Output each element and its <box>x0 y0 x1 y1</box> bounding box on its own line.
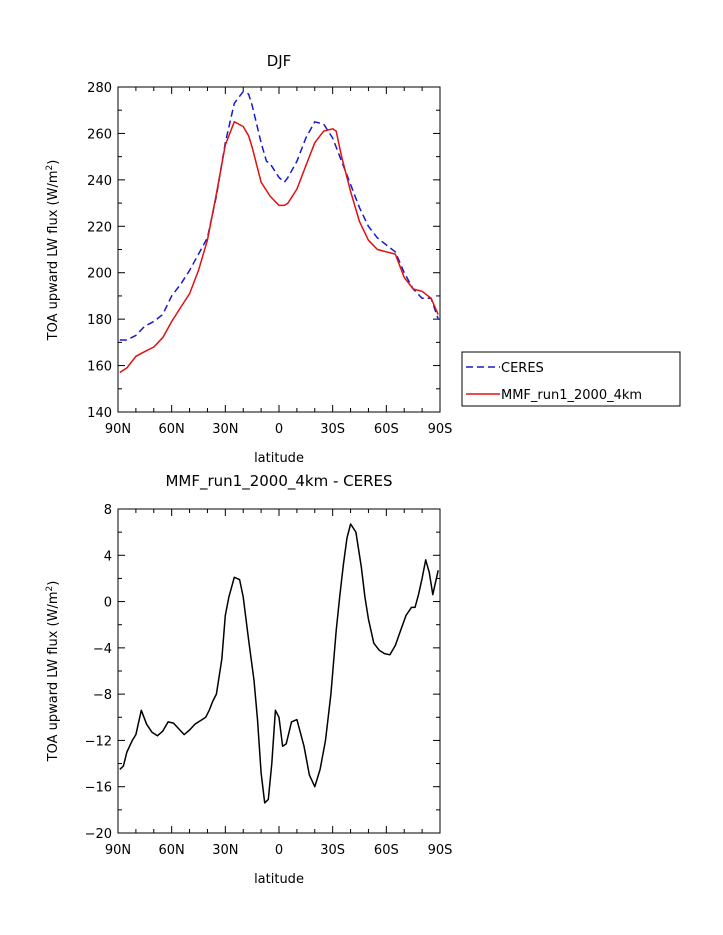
y-tick-label: 160 <box>87 360 112 375</box>
x-tick-label: 90N <box>105 422 131 437</box>
legend-box <box>461 351 681 407</box>
x-tick-label: 60S <box>374 843 399 858</box>
x-axis-label-bottom: latitude <box>254 872 304 887</box>
x-tick-label: 60S <box>374 422 399 437</box>
x-tick-labels-bottom: 90N 60N 30N 0 30S 60S 90S <box>105 843 453 858</box>
y-axis-label-top: TOA upward LW flux (W/m2) <box>45 160 61 342</box>
x-tick-label: 90S <box>428 422 453 437</box>
axis-ticks-bottom <box>117 508 441 834</box>
axis-ticks-top <box>117 86 441 413</box>
x-tick-label: 0 <box>275 422 283 437</box>
y-tick-label: 8 <box>104 503 112 518</box>
series-line-mmf-run1-2000-4km <box>119 121 439 374</box>
x-axis-label-top: latitude <box>254 451 304 466</box>
y-tick-label: 280 <box>87 81 112 96</box>
y-tick-label: 0 <box>104 596 112 611</box>
y-tick-label: −8 <box>93 688 112 703</box>
y-tick-label: −4 <box>93 642 112 657</box>
legend-label-ceres: CERES <box>501 361 544 376</box>
x-tick-label: 30S <box>320 843 345 858</box>
x-tick-labels-top: 90N 60N 30N 0 30S 60S 90S <box>105 422 453 437</box>
y-tick-label: 4 <box>104 549 112 564</box>
plot-frame-bottom <box>117 508 441 834</box>
y-tick-label: −20 <box>85 827 112 842</box>
x-tick-label: 90S <box>428 843 453 858</box>
x-tick-label: 90N <box>105 843 131 858</box>
y-tick-labels-top: 140 160 180 200 220 240 260 280 <box>87 81 112 421</box>
series-group-top <box>119 90 439 374</box>
y-tick-label: −16 <box>85 781 112 796</box>
y-tick-labels-bottom: −20 −16 −12 −8 −4 0 4 8 <box>85 503 112 842</box>
x-tick-label: 60N <box>159 422 185 437</box>
x-tick-label: 60N <box>159 843 185 858</box>
x-tick-label: 0 <box>275 843 283 858</box>
y-tick-label: 180 <box>87 313 112 328</box>
x-tick-label: 30S <box>320 422 345 437</box>
y-tick-label: 240 <box>87 174 112 189</box>
y-tick-label: 220 <box>87 220 112 235</box>
chart-title-bottom: MMF_run1_2000_4km - CERES <box>165 472 392 491</box>
series-line-difference <box>119 523 439 804</box>
y-axis-label-bottom: TOA upward LW flux (W/m2) <box>45 581 61 763</box>
chart-title-top: DJF <box>267 52 292 70</box>
legend-label-mmf: MMF_run1_2000_4km <box>501 388 642 403</box>
y-tick-label: −12 <box>85 734 112 749</box>
x-tick-label: 30N <box>212 843 238 858</box>
series-group-bottom <box>119 523 439 804</box>
x-tick-label: 30N <box>212 422 238 437</box>
y-tick-label: 140 <box>87 406 112 421</box>
series-line-ceres <box>119 90 439 341</box>
y-tick-label: 200 <box>87 267 112 282</box>
y-tick-label: 260 <box>87 127 112 142</box>
